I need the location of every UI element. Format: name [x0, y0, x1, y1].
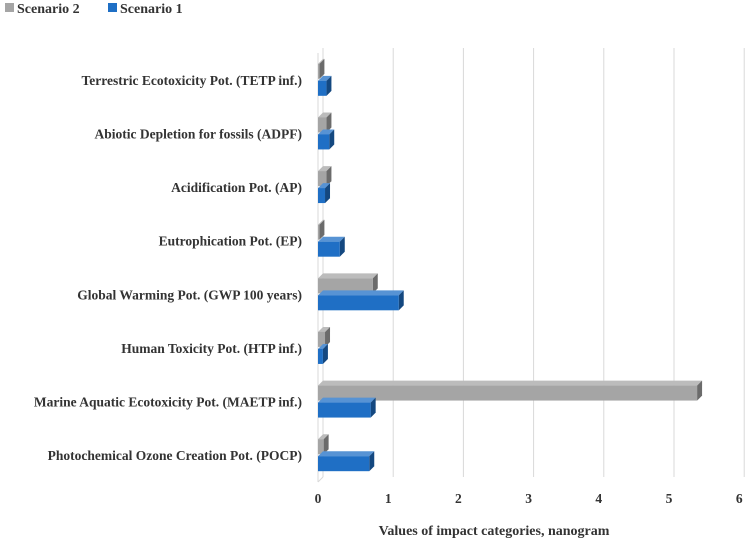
- x-tick-label-1: 1: [385, 491, 392, 506]
- x-tick-label-6: 6: [736, 491, 743, 506]
- bar-scenario-2: [318, 58, 325, 79]
- bar-scenario-2: [318, 380, 703, 401]
- bar-scenario-1: [318, 236, 345, 257]
- x-tick-label-0: 0: [315, 491, 322, 506]
- bar-scenario-2: [318, 219, 325, 240]
- bar-scenario-1: [318, 183, 331, 204]
- bar-scenario-2: [318, 112, 332, 133]
- category-label: Abiotic Depletion for fossils (ADPF): [95, 126, 302, 141]
- legend-swatch-scenario-2: [5, 3, 14, 12]
- legend: Scenario 2 Scenario 1: [5, 2, 183, 17]
- bar-scenario-1: [318, 343, 328, 364]
- category-label: Human Toxicity Pot. (HTP inf.): [121, 341, 302, 356]
- category-label: Global Warming Pot. (GWP 100 years): [77, 287, 302, 302]
- axis-depth-edge: [317, 476, 324, 483]
- x-tick-label-2: 2: [455, 491, 462, 506]
- bar-scenario-2: [318, 166, 332, 187]
- bar-scenario-1: [318, 129, 335, 150]
- bar-scenario-2: [318, 273, 378, 294]
- bar-scenario-1: [318, 397, 376, 418]
- bar-scenario-1: [318, 75, 332, 96]
- category-labels: Terrestric Ecotoxicity Pot. (TETP inf.) A…: [34, 73, 302, 463]
- legend-label-scenario-2: Scenario 2: [17, 2, 80, 17]
- legend-swatch-scenario-1: [108, 3, 117, 12]
- gridlines: [317, 48, 745, 483]
- category-label: Eutrophication Pot. (EP): [159, 234, 302, 249]
- category-label: Marine Aquatic Ecotoxicity Pot. (MAETP i…: [34, 395, 302, 410]
- category-label: Photochemical Ozone Creation Pot. (POCP): [48, 448, 302, 463]
- x-tick-label-4: 4: [595, 491, 602, 506]
- category-label: Terrestric Ecotoxicity Pot. (TETP inf.): [82, 73, 302, 88]
- x-tick-label-3: 3: [525, 491, 532, 506]
- legend-label-scenario-1: Scenario 1: [120, 2, 183, 17]
- bar-scenario-2: [318, 434, 329, 455]
- x-tick-label-5: 5: [666, 491, 673, 506]
- x-tick-labels: 0 1 2 3 4 5 6: [315, 491, 743, 506]
- bar-scenario-1: [318, 290, 404, 311]
- bar-scenario-2: [318, 326, 331, 347]
- category-label: Acidification Pot. (AP): [171, 180, 302, 195]
- bar-scenario-1: [318, 451, 375, 472]
- x-axis-title: Values of impact categories, nanogram: [379, 524, 610, 539]
- bars: [318, 58, 703, 472]
